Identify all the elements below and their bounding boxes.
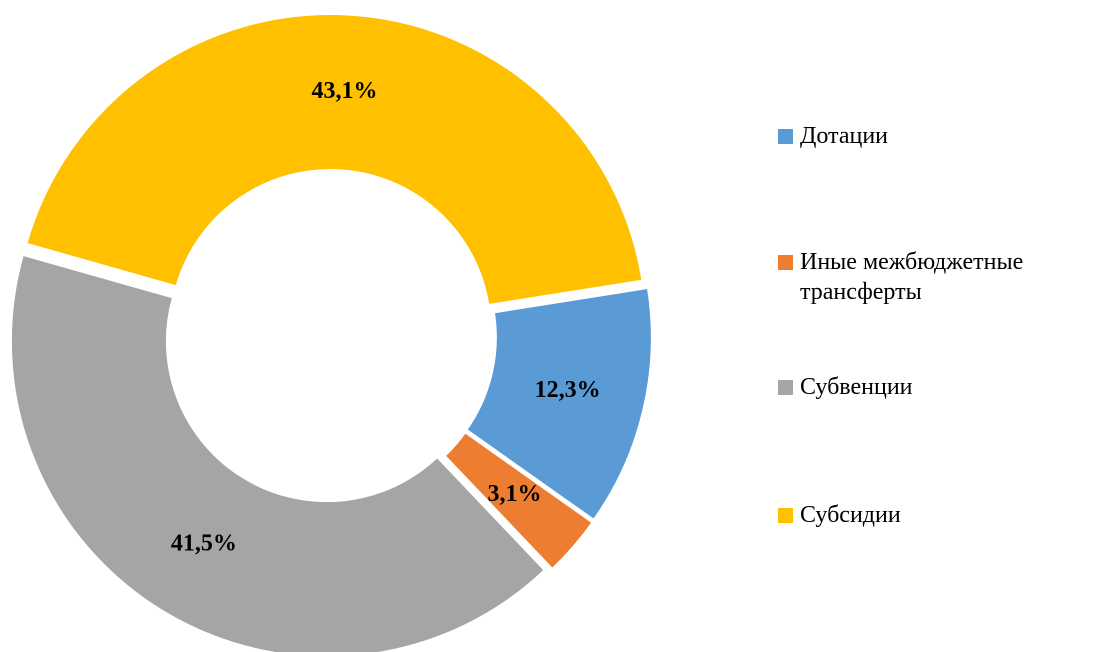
legend-label: Субсидии — [800, 502, 901, 528]
data-label: 12,3% — [535, 377, 601, 403]
data-label: 3,1% — [488, 481, 542, 507]
legend-swatch — [778, 255, 793, 270]
legend-item: Иные межбюджетные трансферты — [778, 247, 1098, 307]
legend-swatch — [778, 129, 793, 144]
legend-swatch — [778, 380, 793, 395]
chart: 12,3% 3,1% 41,5% 43,1% — [9, 13, 653, 652]
legend-label: Дотации — [800, 123, 889, 149]
donut-slice — [25, 13, 644, 307]
legend-label: Субвенции — [800, 374, 913, 400]
legend-label: Иные межбюджетные трансферты — [800, 249, 1024, 305]
legend-item: Субвенции — [778, 372, 1098, 402]
legend-swatch — [778, 508, 793, 523]
donut-slice — [9, 253, 547, 652]
data-label: 41,5% — [171, 530, 237, 556]
donut-slice — [443, 430, 594, 571]
data-label: 43,1% — [312, 78, 378, 104]
legend-item: Дотации — [778, 121, 1098, 151]
donut-slice — [465, 286, 653, 522]
legend-item: Субсидии — [778, 500, 1098, 530]
